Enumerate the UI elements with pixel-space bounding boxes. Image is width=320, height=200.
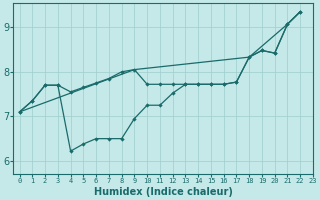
X-axis label: Humidex (Indice chaleur): Humidex (Indice chaleur) xyxy=(94,187,233,197)
